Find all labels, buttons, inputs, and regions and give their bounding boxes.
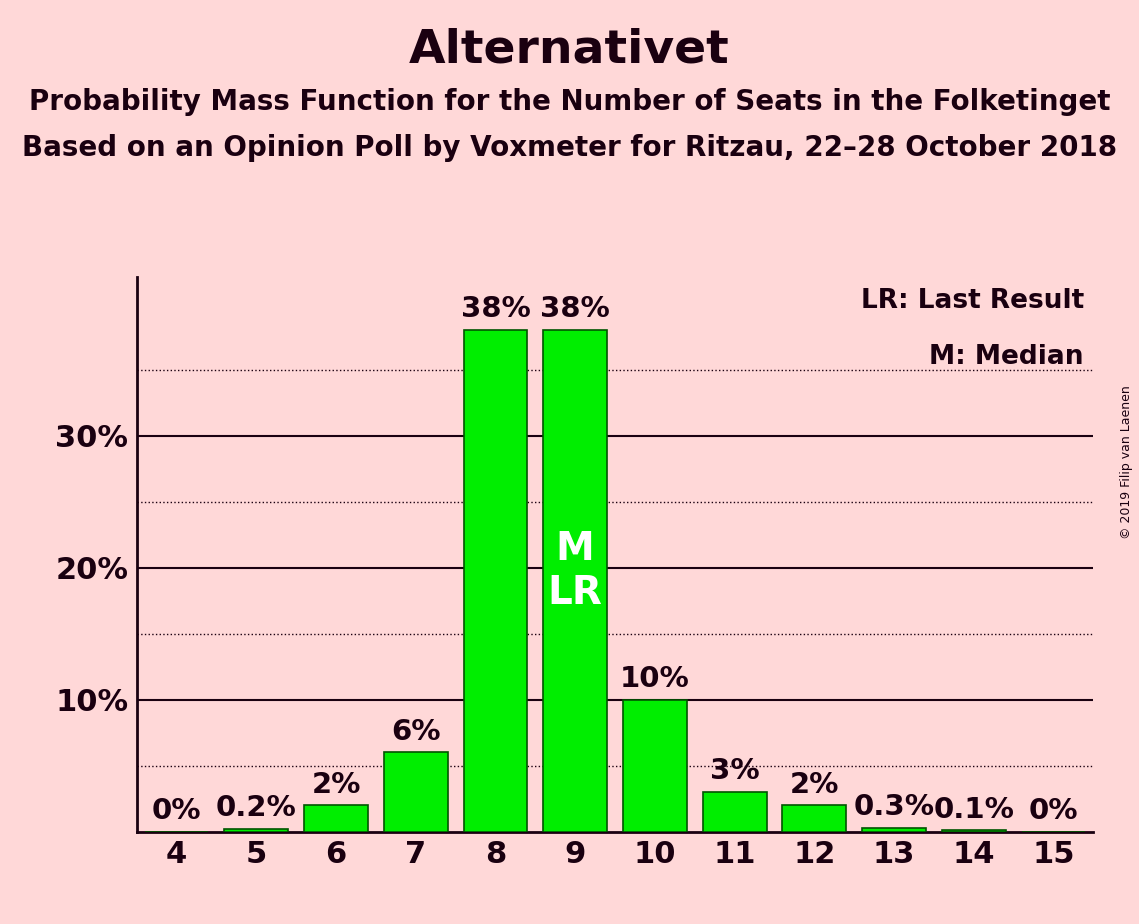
Text: 0.3%: 0.3%: [853, 793, 935, 821]
Bar: [862, 828, 926, 832]
Text: M
LR: M LR: [548, 529, 603, 612]
Text: 3%: 3%: [710, 758, 760, 785]
Text: 0%: 0%: [151, 797, 202, 825]
Bar: [224, 829, 288, 832]
Bar: [703, 792, 767, 832]
Text: Based on an Opinion Poll by Voxmeter for Ritzau, 22–28 October 2018: Based on an Opinion Poll by Voxmeter for…: [22, 134, 1117, 162]
Text: 6%: 6%: [391, 718, 441, 746]
Text: LR: Last Result: LR: Last Result: [861, 288, 1084, 314]
Text: © 2019 Filip van Laenen: © 2019 Filip van Laenen: [1121, 385, 1133, 539]
Text: M: Median: M: Median: [929, 344, 1084, 370]
Text: 2%: 2%: [311, 771, 361, 798]
Text: Alternativet: Alternativet: [409, 28, 730, 73]
Bar: [384, 752, 448, 832]
Text: Probability Mass Function for the Number of Seats in the Folketinget: Probability Mass Function for the Number…: [28, 88, 1111, 116]
Text: 38%: 38%: [540, 296, 611, 323]
Text: 2%: 2%: [789, 771, 839, 798]
Bar: [543, 330, 607, 832]
Bar: [623, 699, 687, 832]
Text: 10%: 10%: [620, 665, 690, 693]
Text: 0.1%: 0.1%: [933, 796, 1015, 823]
Bar: [942, 831, 1006, 832]
Bar: [464, 330, 527, 832]
Bar: [782, 805, 846, 832]
Bar: [304, 805, 368, 832]
Text: 0%: 0%: [1029, 797, 1079, 825]
Text: 38%: 38%: [460, 296, 531, 323]
Text: 0.2%: 0.2%: [216, 795, 296, 822]
